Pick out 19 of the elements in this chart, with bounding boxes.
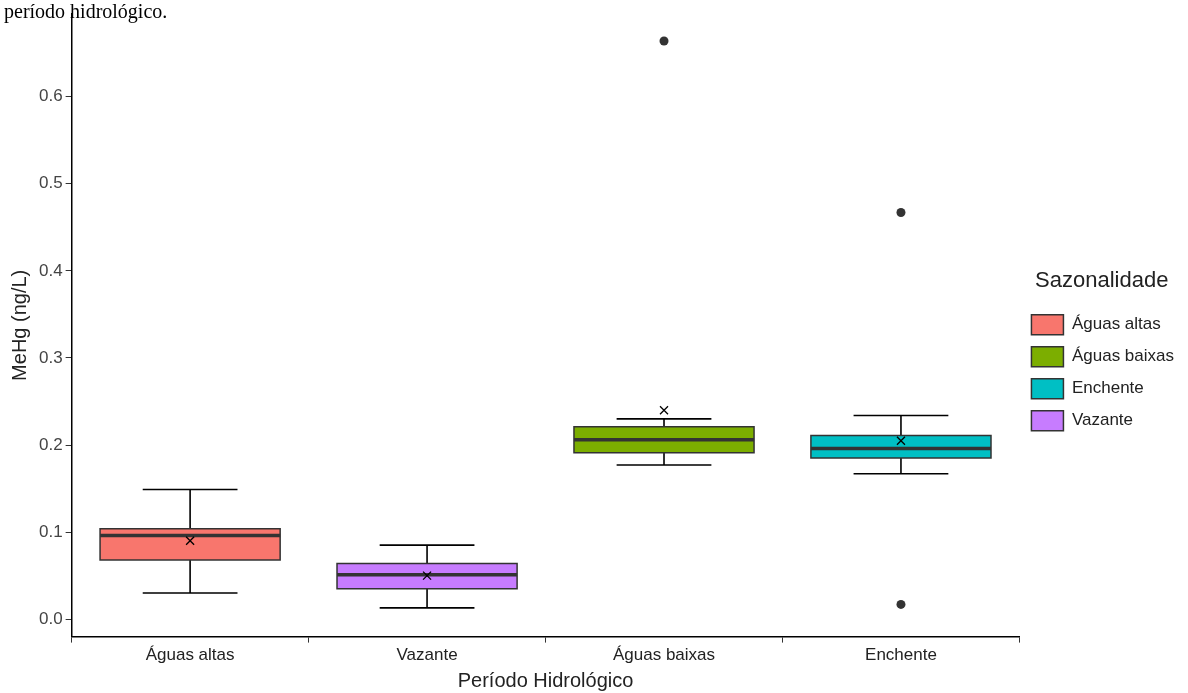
legend-label: Vazante: [1071, 410, 1134, 430]
annotation: período hidrológico.: [4, 0, 168, 22]
y-tick-label: 0.3: [38, 347, 63, 367]
y-tick-label: 0.4: [38, 260, 63, 280]
x-tick-label: Vazante: [396, 645, 458, 665]
legend-label: Águas baixas: [1071, 346, 1175, 366]
x-tick-label: Águas baixas: [612, 645, 716, 665]
legend-label: Águas altas: [1071, 314, 1161, 334]
y-tick-label: 0.2: [38, 434, 63, 454]
y-tick-label: 0.5: [38, 173, 63, 193]
legend-label: Enchente: [1071, 378, 1144, 398]
legend-title: Sazonalidade: [1035, 267, 1169, 293]
y-tick-label: 0.1: [38, 521, 63, 541]
y-tick-label: 0.6: [38, 86, 63, 106]
y-tick-label: 0.0: [38, 608, 63, 628]
x-axis-title: Período Hidrológico: [457, 668, 634, 691]
y-axis-title: MeHg (ng/L): [7, 269, 30, 381]
x-tick-label: Enchente: [865, 645, 937, 665]
x-tick-label: Águas altas: [145, 645, 235, 665]
